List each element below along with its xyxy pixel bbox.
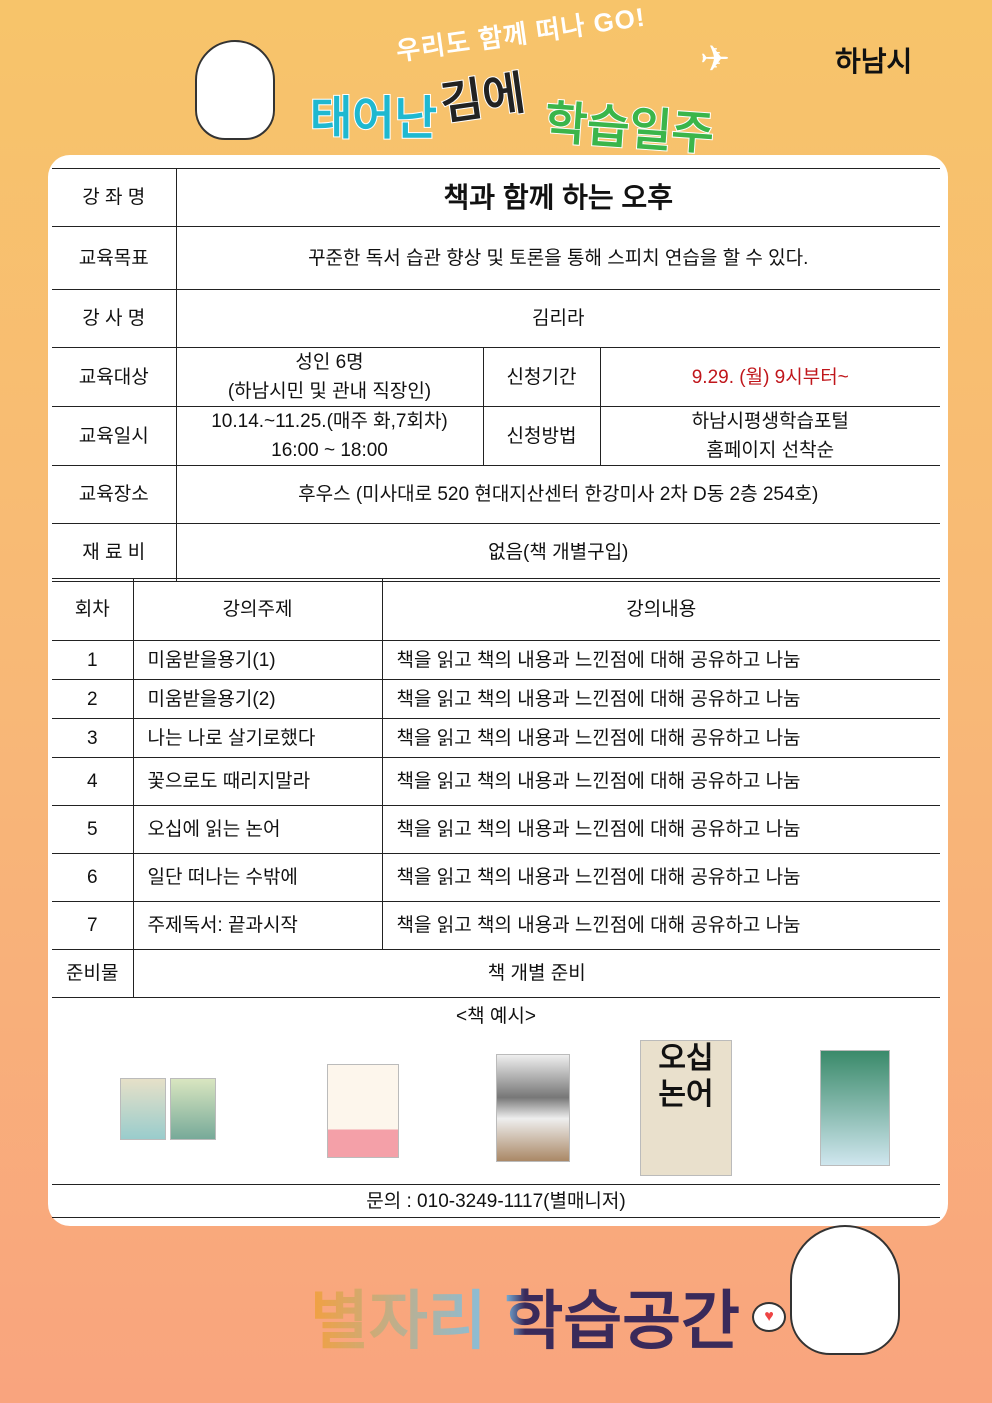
session-row: 4 꽃으로도 때리지말라 책을 읽고 책의 내용과 느낀점에 대해 공유하고 나눔 (52, 757, 940, 806)
label: 신청방법 (482, 406, 600, 466)
supplies: 책 개별 준비 (132, 949, 940, 998)
label: 교육목표 (52, 226, 176, 290)
goal: 꾸준한 독서 습관 향상 및 토론을 통해 스피치 연습을 할 수 있다. (175, 226, 940, 290)
book-cover-1b (170, 1078, 216, 1140)
book-examples: <책 예시> 오십 논어 (52, 997, 940, 1185)
footer-title-text: 별자리 학습공간 (310, 1285, 740, 1357)
header: 강의주제 (132, 578, 382, 641)
session-content: 책을 읽고 책의 내용과 느낀점에 대해 공유하고 나눔 (381, 679, 940, 719)
session-row: 3 나는 나로 살기로했다 책을 읽고 책의 내용과 느낀점에 대해 공유하고 나눔 (52, 718, 940, 758)
session-topic: 미움받을용기(2) (132, 679, 382, 719)
label: 강 좌 명 (52, 168, 176, 227)
session-topic: 나는 나로 살기로했다 (132, 718, 382, 758)
label: 재 료 비 (52, 523, 176, 582)
session-content: 책을 읽고 책의 내용과 느낀점에 대해 공유하고 나눔 (381, 718, 940, 758)
session-row: 7 주제독서: 끝과시작 책을 읽고 책의 내용과 느낀점에 대해 공유하고 나눔 (52, 901, 940, 950)
session-row: 5 오십에 읽는 논어 책을 읽고 책의 내용과 느낀점에 대해 공유하고 나눔 (52, 805, 940, 854)
session-content: 책을 읽고 책의 내용과 느낀점에 대해 공유하고 나눔 (381, 640, 940, 680)
label: 신청기간 (482, 347, 600, 407)
mascot-phone-icon (790, 1225, 900, 1355)
label: 준비물 (52, 949, 133, 998)
session-number: 1 (52, 640, 133, 680)
session-row: 1 미움받을용기(1) 책을 읽고 책의 내용과 느낀점에 대해 공유하고 나눔 (52, 640, 940, 680)
book-example-label: <책 예시> (456, 1006, 536, 1027)
session-number: 2 (52, 679, 133, 719)
place: 후우스 (미사대로 520 현대지산센터 한강미사 2차 D동 2층 254호) (175, 465, 940, 524)
label: 교육대상 (52, 347, 176, 407)
instructor: 김리라 (175, 289, 940, 348)
schedule-line: 10.14.~11.25.(매주 화,7회차) (211, 411, 448, 432)
session-number: 6 (52, 853, 133, 902)
title-part-3: 학습일주 (542, 95, 716, 161)
label: 강 사 명 (52, 289, 176, 348)
book-cover-4: 오십 논어 (640, 1040, 732, 1176)
session-content: 책을 읽고 책의 내용과 느낀점에 대해 공유하고 나눔 (381, 757, 940, 806)
session-topic: 오십에 읽는 논어 (132, 805, 382, 854)
session-content: 책을 읽고 책의 내용과 느낀점에 대해 공유하고 나눔 (381, 901, 940, 950)
mascot-icon (195, 40, 275, 140)
session-topic: 일단 떠나는 수밖에 (132, 853, 382, 902)
hanam-logo: 하남시 (835, 46, 913, 77)
session-topic: 미움받을용기(1) (132, 640, 382, 680)
session-row: 6 일단 떠나는 수밖에 책을 읽고 책의 내용과 느낀점에 대해 공유하고 나눔 (52, 853, 940, 902)
footer-title: 별자리 학습공간 (310, 1270, 740, 1362)
application-period: 9.29. (월) 9시부터~ (599, 347, 940, 407)
session-content: 책을 읽고 책의 내용과 느낀점에 대해 공유하고 나눔 (381, 805, 940, 854)
session-topic: 꽃으로도 때리지말라 (132, 757, 382, 806)
method-line: 하남시평생학습포털 (691, 411, 849, 432)
schedule-line: 16:00 ~ 18:00 (271, 440, 388, 461)
session-number: 4 (52, 757, 133, 806)
schedule: 10.14.~11.25.(매주 화,7회차) 16:00 ~ 18:00 (175, 406, 483, 466)
book-cover-3 (496, 1054, 570, 1162)
method-line: 홈페이지 선착순 (706, 440, 835, 461)
session-table: 회차 강의주제 강의내용 1 미움받을용기(1) 책을 읽고 책의 내용과 느낀점에 대… (52, 578, 940, 1218)
session-topic: 주제독서: 끝과시작 (132, 901, 382, 950)
heart-bubble-icon: ♥ (752, 1302, 786, 1332)
label: 교육일시 (52, 406, 176, 466)
header: 회차 (52, 578, 133, 641)
target-line: 성인 6명 (295, 352, 364, 373)
airplane-icon: ✈ (700, 38, 731, 79)
book-cover-5 (820, 1050, 890, 1166)
header: 강의내용 (381, 578, 940, 641)
session-number: 3 (52, 718, 133, 758)
session-row: 2 미움받을용기(2) 책을 읽고 책의 내용과 느낀점에 대해 공유하고 나눔 (52, 679, 940, 719)
session-content: 책을 읽고 책의 내용과 느낀점에 대해 공유하고 나눔 (381, 853, 940, 902)
session-number: 7 (52, 901, 133, 950)
slogan: 우리도 함께 떠나 GO! (394, 1, 648, 67)
contact: 문의 : 010-3249-1117(별매니저) (52, 1184, 940, 1218)
title-part-1: 태어난 (309, 91, 438, 145)
fee: 없음(책 개별구입) (175, 523, 940, 582)
target-line: (하남시민 및 관내 직장인) (227, 381, 432, 402)
title-part-2: 김에 (436, 65, 529, 130)
book-cover-1 (120, 1078, 166, 1140)
session-number: 5 (52, 805, 133, 854)
label: 교육장소 (52, 465, 176, 524)
course-info-table: 강 좌 명 책과 함께 하는 오후 교육목표 꾸준한 독서 습관 향상 및 토론을 … (52, 168, 940, 582)
target: 성인 6명 (하남시민 및 관내 직장인) (175, 347, 483, 407)
course-title: 책과 함께 하는 오후 (175, 168, 940, 227)
book-cover-2 (327, 1064, 399, 1158)
